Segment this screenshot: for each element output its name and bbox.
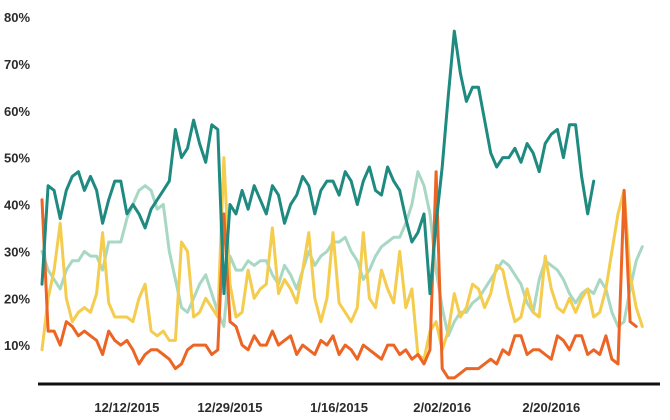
y-tick-label: 40% — [4, 198, 30, 213]
y-tick-label: 70% — [4, 57, 30, 72]
x-tick-label: 12/29/2015 — [197, 400, 262, 415]
y-tick-label: 30% — [4, 244, 30, 259]
x-tick-label: 2/02/2016 — [413, 400, 471, 415]
y-tick-label: 50% — [4, 151, 30, 166]
series-layer — [40, 29, 644, 380]
series-line-teal — [40, 29, 596, 296]
x-axis-ticks: 12/12/2015 12/29/2015 1/16/2015 2/02/2016 2/… — [94, 400, 580, 415]
y-tick-label: 10% — [4, 338, 30, 353]
y-tick-label: 80% — [4, 10, 30, 25]
x-tick-label: 2/20/2016 — [522, 400, 580, 415]
y-axis-ticks: 10% 20% 30% 40% 50% 60% 70% 80% — [4, 10, 30, 353]
x-tick-label: 1/16/2015 — [310, 400, 368, 415]
x-tick-label: 12/12/2015 — [94, 400, 159, 415]
series-line-orange — [40, 170, 638, 380]
series-line-yellow — [40, 156, 644, 361]
series-line-mint — [40, 170, 644, 338]
y-tick-label: 20% — [4, 291, 30, 306]
y-tick-label: 60% — [4, 104, 30, 119]
